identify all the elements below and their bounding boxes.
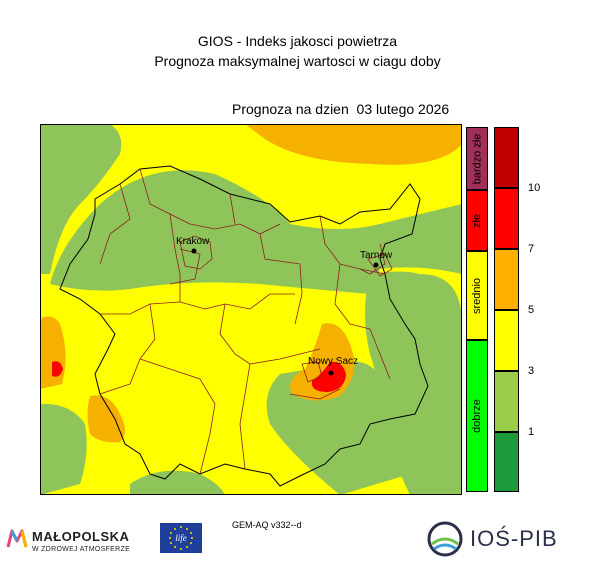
city-label-krakow: Krakow	[176, 236, 210, 247]
category-label: srednio	[471, 277, 484, 314]
tarnow-dot	[373, 262, 379, 268]
category-legend: bardzo złe złe srednio dobrze	[466, 127, 488, 492]
orange-area-north	[245, 124, 462, 165]
value-band-5	[494, 371, 519, 432]
map-title: GIOS - Indeks jakosci powietrza	[197, 33, 398, 49]
map-svg: Krakow Tarnow Nowy Sacz	[40, 124, 462, 495]
value-band-6	[494, 432, 519, 492]
legend-tick: 5	[528, 304, 535, 316]
nowy-sacz-border	[301, 361, 323, 383]
life-logo: life	[160, 523, 202, 553]
category-zle: złe	[466, 190, 488, 251]
category-label: dobrze	[471, 399, 484, 433]
malopolska-logo: MAŁOPOLSKA W ZDROWEJ ATMOSFERZE	[6, 525, 156, 559]
legend-tick: 10	[528, 182, 541, 194]
tarnow-border	[367, 253, 393, 277]
eu-life-icon: life	[160, 523, 202, 553]
red-area-west	[52, 361, 63, 377]
value-band-2	[494, 188, 519, 249]
life-text: life	[175, 533, 187, 543]
city-label-nowy-sacz: Nowy Sacz	[308, 356, 358, 367]
iospib-mark-icon	[427, 521, 463, 557]
city-label-tarnow: Tarnow	[360, 250, 393, 261]
value-band-3	[494, 249, 519, 310]
green-area-southwest	[40, 403, 87, 495]
malopolska-subtext: W ZDROWEJ ATMOSFERZE	[32, 546, 131, 553]
legend-tick: 1	[528, 426, 535, 438]
iospib-text: IOŚ-PIB	[470, 526, 558, 551]
malopolska-text: MAŁOPOLSKA	[32, 529, 130, 544]
region-outline	[59, 165, 429, 487]
orange-area-southwest	[87, 395, 125, 443]
map-subtitle: Prognoza maksymalnej wartosci w ciagu do…	[154, 53, 441, 69]
legend-tick: 3	[528, 365, 535, 377]
category-bardzo-zle: bardzo złe	[466, 127, 488, 190]
category-label: złe	[471, 213, 483, 228]
krakow-border	[179, 235, 213, 270]
category-srednio: srednio	[466, 251, 488, 340]
county-borders	[99, 168, 391, 475]
iospib-logo: IOŚ-PIB	[426, 520, 566, 560]
category-label: bardzo złe	[471, 133, 484, 184]
krakow-dot	[191, 248, 197, 254]
value-legend	[494, 127, 519, 492]
category-dobrze: dobrze	[466, 340, 488, 492]
model-version: GEM-AQ v332--d	[232, 520, 302, 530]
green-area-south-edge	[130, 470, 225, 495]
value-band-4	[494, 310, 519, 371]
map-frame	[40, 124, 462, 495]
forecast-date: Prognoza na dzien 03 lutego 2026	[232, 101, 450, 117]
legend-tick: 7	[528, 243, 535, 255]
red-area-nowy-sacz	[311, 361, 346, 392]
forecast-map: Krakow Tarnow Nowy Sacz	[40, 124, 462, 495]
green-area-west	[40, 124, 122, 274]
value-band-1	[494, 127, 519, 188]
nowy-sacz-dot	[328, 370, 334, 376]
malopolska-mark-icon	[6, 529, 28, 548]
